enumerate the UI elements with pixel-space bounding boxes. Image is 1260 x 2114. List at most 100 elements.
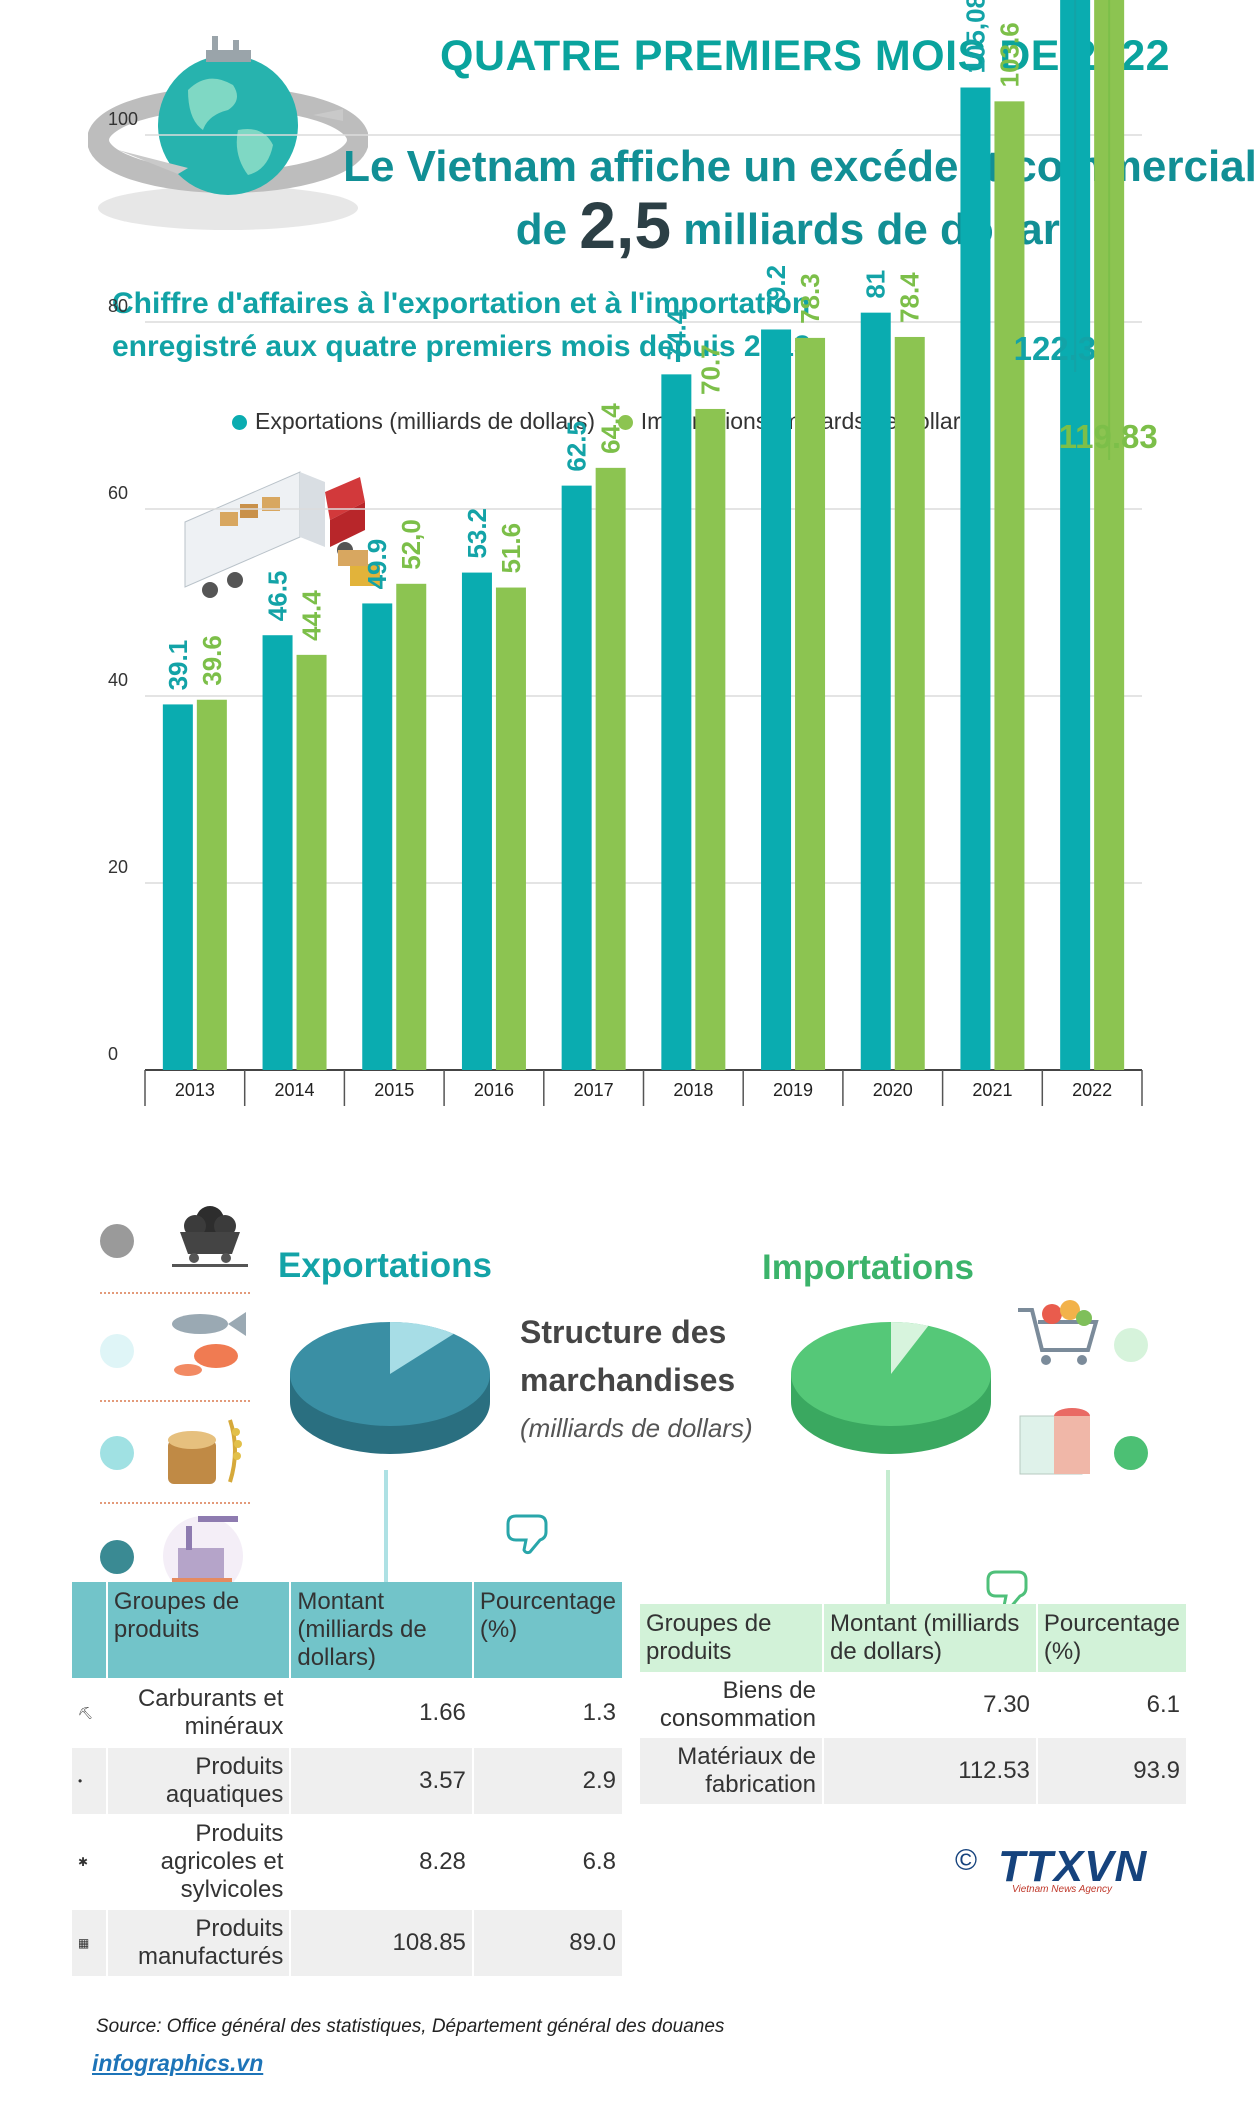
factory-icon: [163, 1516, 243, 1596]
x-tick-label: 2022: [1072, 1080, 1112, 1100]
import-bar: [795, 337, 826, 1070]
row-icon: ⛏: [78, 1706, 94, 1720]
bar-chart: 020406080100120 39.139.646.544.449.952,0…: [108, 0, 1158, 1106]
x-tick-label: 2019: [773, 1080, 813, 1100]
row-name: Produits agricoles et sylvicoles: [105, 1814, 291, 1910]
imports-title: Importations: [762, 1248, 974, 1287]
data-label: 51.6: [496, 523, 526, 574]
imports-icon-column: [1012, 1290, 1148, 1510]
table-row: ⛏ Carburants et minéraux 1.66 1.3: [72, 1678, 622, 1748]
export-bar: [162, 704, 193, 1070]
data-label: 103.6: [994, 22, 1024, 87]
export-bar: [362, 603, 393, 1070]
fish-icon: [172, 1312, 246, 1376]
imports-table-header: Groupes de produits Montant (milliards d…: [640, 1604, 1186, 1672]
export-bar: [860, 312, 891, 1070]
export-bar: [960, 87, 991, 1070]
table-row: Biens de consommation 7.30 6.1: [640, 1672, 1186, 1738]
row-amount: 8.28: [289, 1814, 473, 1910]
row-amount: 1.66: [289, 1678, 473, 1748]
row-amount: 112.53: [821, 1738, 1037, 1804]
data-label: 81: [861, 270, 891, 299]
data-label: 70.7: [695, 344, 725, 395]
imports-th-pct: Pourcentage (%): [1035, 1604, 1186, 1672]
agri-swatch: [100, 1436, 134, 1470]
ttxvn-logo: TTXVN: [998, 1842, 1148, 1891]
data-label: 79.2: [761, 265, 791, 316]
table-row: • Produits aquatiques 3.57 2.9: [72, 1748, 622, 1814]
table-row: Matériaux de fabrication 112.53 93.9: [640, 1738, 1186, 1804]
imports-pie-chart: [791, 1322, 991, 1454]
export-bar: [461, 572, 492, 1070]
table-row: ✱ Produits agricoles et sylvicoles 8.28 …: [72, 1814, 622, 1910]
row-amount: 7.30: [821, 1672, 1037, 1738]
data-label: 74.4: [661, 309, 691, 360]
icon-row-manufactured: [100, 1504, 250, 1604]
x-tick-label: 2013: [175, 1080, 215, 1100]
chart-subheading: Chiffre d'affaires à l'exportation et à …: [112, 282, 872, 368]
x-tick-label: 2016: [474, 1080, 514, 1100]
exports-icon-column: [100, 1196, 250, 1604]
x-tick-label: 2015: [374, 1080, 414, 1100]
kicker-title: QUATRE PREMIERS MOIS DE 2022: [440, 32, 1171, 80]
hand-pointer-icon: [506, 1514, 548, 1555]
imports-pie-small-slice: [891, 1322, 929, 1374]
legend-exports-label: Exportations (milliards de dollars): [255, 408, 596, 434]
site-link[interactable]: infographics.vn: [92, 2050, 264, 2076]
data-label: 119.83: [1059, 418, 1158, 455]
import-bar: [495, 587, 526, 1070]
structure-title-line2: marchandises: [520, 1362, 736, 1398]
row-pct: 2.9: [471, 1748, 622, 1814]
export-bar: [761, 329, 792, 1071]
headline-value: 2,5: [579, 188, 672, 262]
imports-pie-connector: [886, 1470, 890, 1620]
import-bar: [196, 699, 227, 1070]
coal-cart-icon: [172, 1206, 248, 1267]
row-name: Carburants et minéraux: [105, 1678, 291, 1748]
row-pct: 6.1: [1035, 1672, 1186, 1738]
data-label: 78.4: [895, 272, 925, 323]
import-bar: [296, 654, 327, 1070]
data-label: 52,0: [396, 519, 426, 570]
data-label: 39.1: [163, 640, 193, 691]
row-amount: 108.85: [289, 1910, 473, 1976]
export-bar: [262, 635, 293, 1070]
y-tick-label: 20: [108, 857, 128, 877]
exports-title: Exportations: [278, 1246, 492, 1285]
exports-th-icon: [72, 1582, 107, 1678]
exports-th-group: Groupes de produits: [105, 1582, 291, 1678]
y-tick-label: 0: [108, 1044, 118, 1064]
x-tick-label: 2017: [574, 1080, 614, 1100]
consumer-goods-swatch: [1114, 1328, 1148, 1362]
row-pct: 93.9: [1035, 1738, 1186, 1804]
exports-table-header: Groupes de produits Montant (milliards d…: [72, 1582, 622, 1678]
headline-pre: de: [515, 205, 568, 254]
hand-pointer-icon-imports: [986, 1570, 1028, 1611]
materials-swatch: [1114, 1436, 1148, 1470]
subheading-line2: enregistré aux quatre premiers mois depu…: [112, 330, 811, 363]
subheading-line1: Chiffre d'affaires à l'exportation et à …: [112, 287, 811, 320]
exports-pie-connector: [384, 1470, 388, 1590]
wood-rice-icon: [168, 1419, 242, 1484]
x-tick-label: 2020: [873, 1080, 913, 1100]
chart-x-axis: 2013 2014 2015 2016 2017 2018 2019 2020 2021 2022: [144, 1070, 1143, 1106]
row-amount: 3.57: [289, 1748, 473, 1814]
structure-unit: (milliards de dollars): [520, 1413, 753, 1443]
y-tick-label: 100: [108, 109, 138, 129]
data-label: 46.5: [263, 571, 293, 622]
source-note: Source: Office général des statistiques,…: [96, 2016, 725, 2037]
data-label: 53.2: [462, 508, 492, 559]
row-name: Biens de consommation: [659, 1677, 816, 1732]
table-row: ▦ Produits manufacturés 108.85 89.0: [72, 1910, 622, 1976]
chart-bars: 39.1 39.6 46.5 44.4 49.9 52,0 53.2 51.6 62.5 64.4…: [162, 0, 1158, 1071]
data-label: 44.4: [297, 590, 327, 641]
exports-th-pct: Pourcentage (%): [471, 1582, 622, 1678]
agency-label: Vietnam News Agency: [1012, 1884, 1113, 1895]
shopping-cart-icon: [1018, 1300, 1099, 1365]
exports-table: Groupes de produits Montant (milliards d…: [72, 1582, 622, 1976]
y-tick-label: 80: [108, 296, 128, 316]
data-label: 105,08: [960, 0, 990, 74]
structure-title: Structure des marchandises (milliards de…: [520, 1308, 753, 1452]
data-label: 64.4: [596, 403, 626, 454]
icon-row-fuel: [100, 1196, 250, 1294]
